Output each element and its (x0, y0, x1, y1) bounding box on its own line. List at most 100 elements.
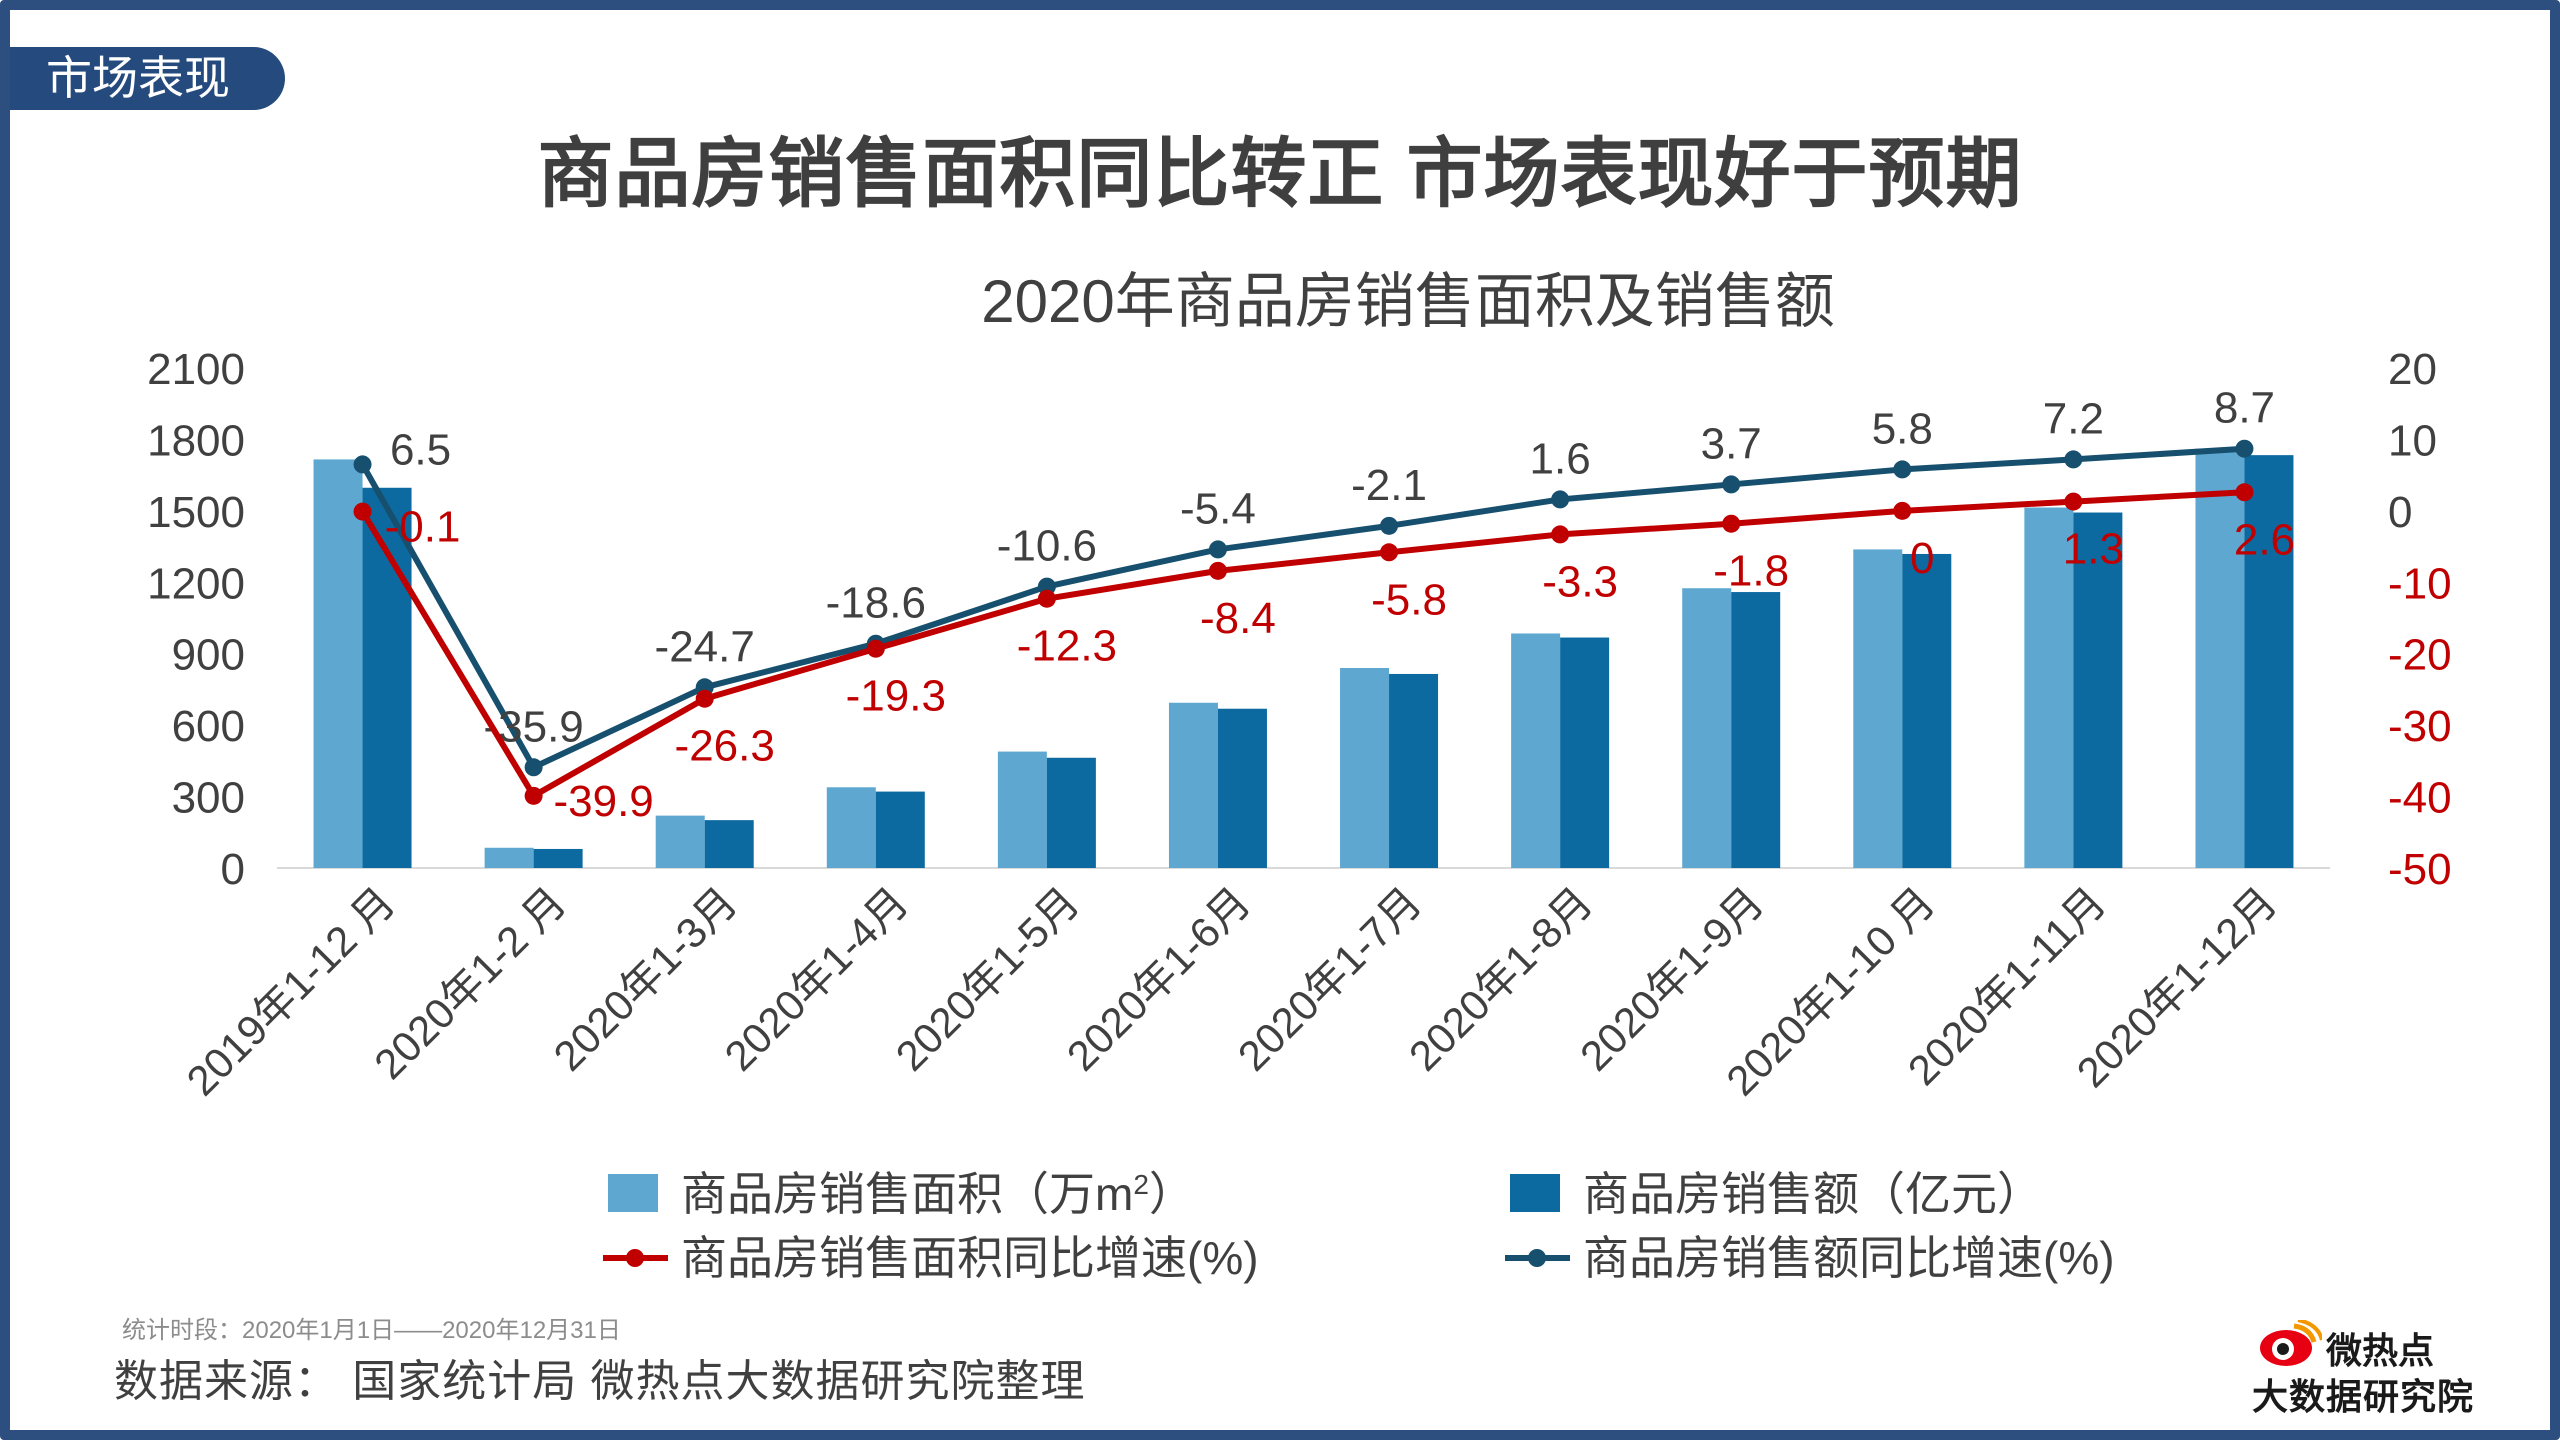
amount-bar (1046, 757, 1096, 868)
right-axis-tick-label: -10 (2388, 559, 2452, 608)
legend-label: 商品房销售额（亿元） (1583, 1168, 2043, 1220)
area-growth-data-label: 0 (1910, 534, 1934, 583)
statistics-period: 统计时段：2020年1月1日——2020年12月31日 (122, 1317, 621, 1344)
amount-growth-data-label: 1.6 (1530, 434, 1591, 483)
category-label: 2020年1-3月 (544, 878, 746, 1080)
category-label: 2019年1-12 月 (178, 878, 404, 1104)
area-bar (484, 847, 534, 868)
right-axis-tick-label: -40 (2388, 774, 2452, 823)
eye-logo-icon (2260, 1320, 2322, 1366)
area-bar (1853, 549, 1903, 868)
area-growth-marker (1893, 501, 1912, 520)
left-axis-tick-label: 900 (172, 631, 245, 680)
area-bar (826, 787, 876, 868)
area-growth-marker (353, 502, 372, 521)
amount-growth-data-label: 5.8 (1872, 404, 1933, 453)
category-label: 2020年1-5月 (887, 878, 1089, 1080)
amount-bar (1560, 637, 1610, 868)
category-label: 2020年1-7月 (1229, 878, 1431, 1080)
amount-growth-marker (2064, 450, 2083, 469)
area-bar (655, 815, 705, 868)
area-growth-line (359, 489, 2245, 799)
logo-text-top: 微热点 (2326, 1330, 2435, 1371)
logo-text-bottom: 大数据研究院 (2252, 1376, 2475, 1417)
area-growth-marker (695, 689, 714, 708)
area-bar (2024, 507, 2074, 868)
left-axis-tick-label: 2100 (147, 345, 245, 394)
area-growth-marker (1380, 543, 1399, 562)
area-bar (1168, 702, 1218, 868)
area-growth-marker (866, 639, 885, 658)
category-label: 2020年1-6月 (1058, 878, 1260, 1080)
amount-growth-data-label: 7.2 (2043, 394, 2104, 443)
page-headline: 商品房销售面积同比转正 市场表现好于预期 (537, 132, 2023, 217)
left-axis-tick-label: 1200 (147, 559, 245, 608)
legend-swatch (1510, 1174, 1560, 1212)
area-growth-marker (524, 786, 543, 805)
area-growth-data-label: 2.6 (2234, 515, 2295, 564)
category-label: 2020年1-8月 (1400, 878, 1602, 1080)
amount-bar (533, 848, 583, 868)
left-axis-tick-label: 600 (172, 702, 245, 751)
area-growth-marker (1208, 561, 1227, 580)
amount-growth-marker (353, 455, 372, 474)
amount-growth-line (359, 445, 2245, 771)
amount-bar (1902, 553, 1952, 868)
amount-growth-marker (1893, 460, 1912, 479)
area-growth-data-label: -39.9 (553, 777, 653, 826)
left-axis-tick-label: 1800 (147, 416, 245, 465)
area-growth-data-label: -12.3 (1017, 622, 1117, 671)
area-bar (1340, 668, 1390, 868)
right-axis-tick-label: 10 (2388, 416, 2437, 465)
right-axis-tick-label: -20 (2388, 631, 2452, 680)
area-growth-data-label: -5.8 (1371, 575, 1447, 624)
area-growth-data-label: -8.4 (1200, 594, 1276, 643)
left-axis-tick-label: 300 (172, 774, 245, 823)
amount-bar (2073, 512, 2123, 868)
area-growth-marker (1722, 514, 1741, 533)
legend-marker (1528, 1249, 1546, 1267)
area-growth-data-label: -3.3 (1542, 557, 1618, 606)
area-bar (1511, 633, 1561, 868)
area-growth-marker (1551, 525, 1570, 544)
amount-bar (2244, 455, 2294, 868)
area-bar (997, 751, 1047, 868)
amount-bar (704, 820, 754, 868)
amount-growth-data-label: 8.7 (2214, 384, 2275, 433)
area-growth-data-label: -19.3 (846, 672, 946, 721)
brand-logo: 微热点 大数据研究院 (2250, 1318, 2490, 1418)
amount-bar (1389, 673, 1439, 868)
area-growth-data-label: -0.1 (385, 503, 461, 552)
left-axis-tick-label: 1500 (147, 488, 245, 537)
data-source: 数据来源： 国家统计局 微热点大数据研究院整理 (114, 1357, 1086, 1406)
amount-growth-marker (2235, 439, 2254, 458)
amount-bar (875, 791, 925, 868)
category-label: 2020年1-4月 (716, 878, 918, 1080)
legend-swatch (608, 1174, 658, 1212)
amount-growth-marker (1722, 475, 1741, 494)
amount-growth-marker (1380, 516, 1399, 535)
right-axis-tick-label: 0 (2388, 488, 2412, 537)
amount-growth-data-label: 3.7 (1701, 419, 1762, 468)
amount-growth-data-label: -24.7 (655, 622, 755, 671)
amount-growth-data-label: -2.1 (1351, 461, 1427, 510)
right-axis-tick-label: 20 (2388, 345, 2437, 394)
legend-label: 商品房销售额同比增速(%) (1583, 1232, 2115, 1284)
legend-label: 商品房销售面积（万m2） (681, 1168, 1195, 1220)
area-bar (313, 459, 363, 868)
right-axis-tick-label: -50 (2388, 845, 2452, 894)
left-axis-tick-label: 0 (221, 845, 245, 894)
amount-growth-marker (1551, 490, 1570, 509)
amount-growth-marker (524, 758, 543, 777)
amount-growth-data-label: -5.4 (1180, 484, 1256, 533)
chart-title: 2020年商品房销售面积及销售额 (981, 268, 1834, 335)
area-bar (2195, 448, 2245, 868)
amount-bar (1217, 708, 1267, 868)
section-tag: 市场表现 (10, 47, 285, 110)
area-bar (1682, 588, 1732, 868)
area-growth-marker (1037, 589, 1056, 608)
amount-growth-data-label: -10.6 (997, 522, 1097, 571)
area-growth-marker (2064, 492, 2083, 511)
